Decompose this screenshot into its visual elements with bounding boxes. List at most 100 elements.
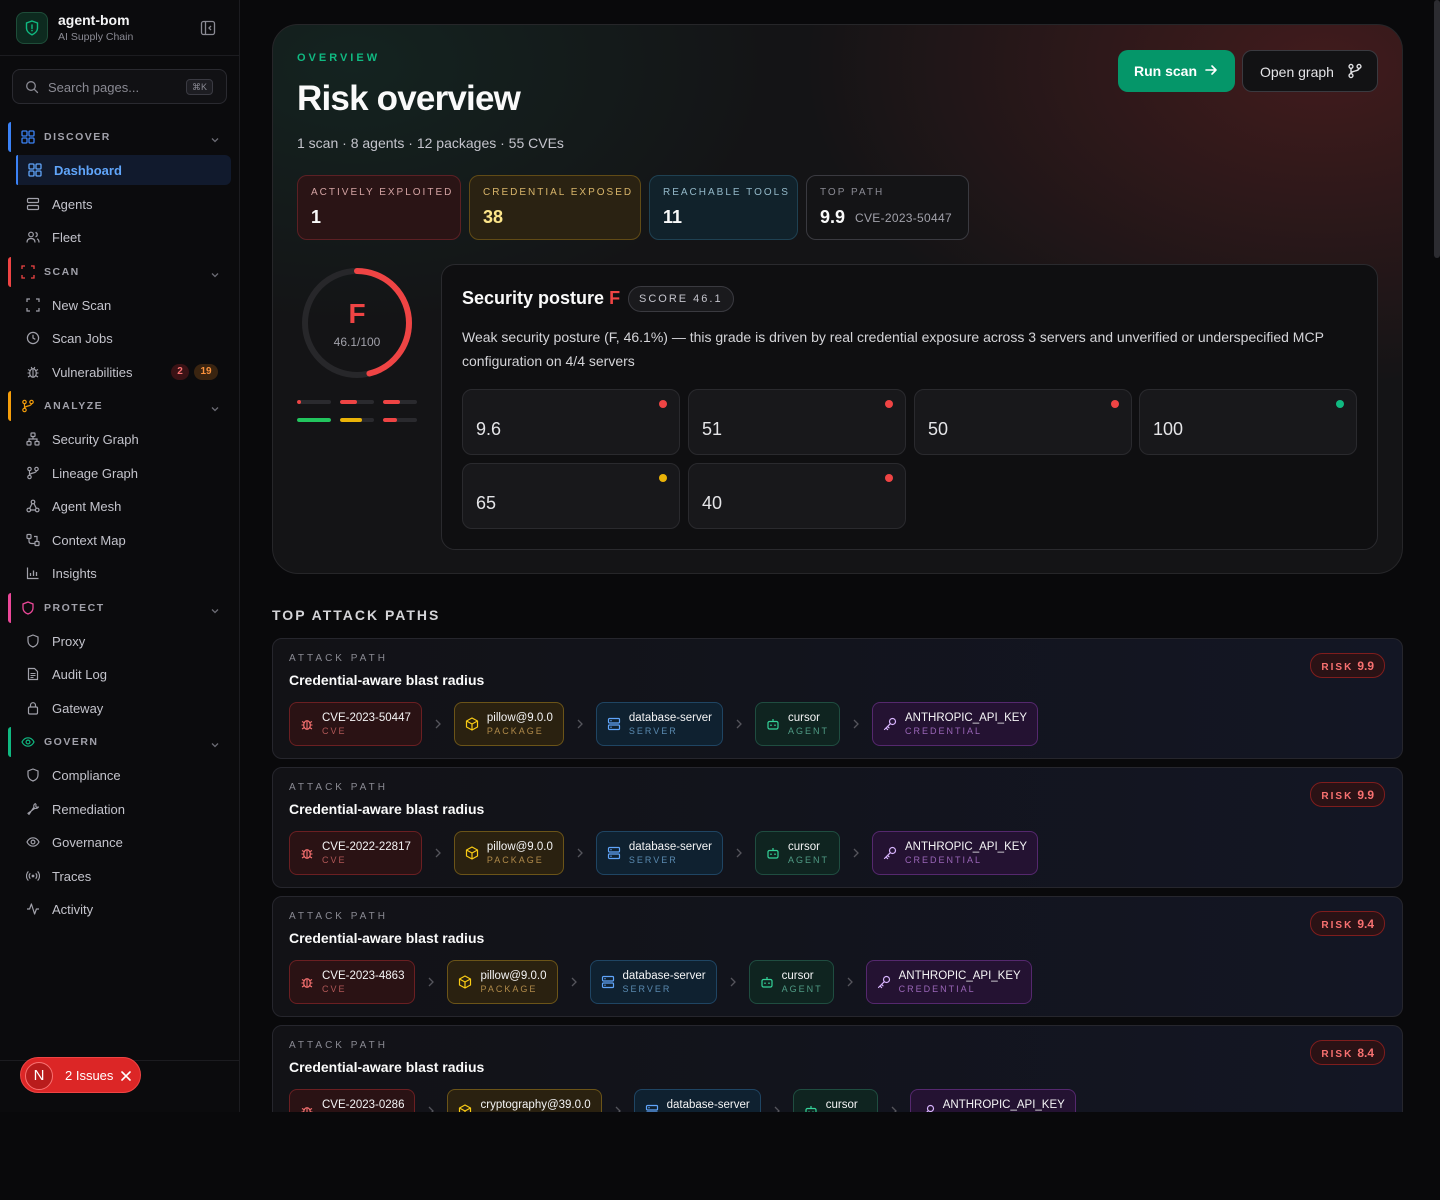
search-shortcut: ⌘K [185, 79, 213, 95]
shield-icon [21, 601, 35, 620]
chain-node-package[interactable]: pillow@9.0.0 PACKAGE [447, 960, 558, 1004]
sidebar-item-gateway[interactable]: Gateway [16, 693, 231, 723]
attack-path-card[interactable]: ATTACK PATH Credential-aware blast radiu… [272, 767, 1403, 888]
issues-indicator-button[interactable]: N 2 Issues [20, 1057, 141, 1093]
brand[interactable]: agent-bom AI Supply Chain [16, 11, 224, 45]
mini-bar-5 [340, 418, 374, 422]
chevron-down-icon [210, 603, 220, 621]
section-label: PROTECT [44, 602, 105, 614]
grid-icon [28, 163, 42, 182]
git-branch-icon [26, 466, 40, 485]
chain-node-kind: AGENT [788, 726, 830, 736]
sidebar-item-fleet[interactable]: Fleet [16, 222, 231, 252]
sidebar-item-agents[interactable]: Agents [16, 189, 231, 219]
chain-node-label: pillow@9.0.0 [486, 712, 553, 724]
sidebar-item-activity[interactable]: Activity [16, 894, 231, 924]
chain-node-cve[interactable]: CVE-2023-0286CVE [289, 1089, 416, 1112]
chain-node-cve[interactable]: CVE-2022-22817 CVE [289, 831, 422, 875]
attack-path-kicker: ATTACK PATH [289, 782, 388, 793]
mini-bar-fill [383, 418, 397, 422]
section-scan[interactable]: SCAN [8, 257, 232, 287]
posture-metric-tile[interactable]: 40 [688, 463, 906, 529]
sidebar-item-traces[interactable]: Traces [16, 861, 231, 891]
section-protect[interactable]: PROTECT [8, 593, 232, 623]
mini-bar-fill [297, 418, 331, 422]
brand-name: agent-bom [58, 12, 130, 28]
sidebar-item-security-graph[interactable]: Security Graph [16, 424, 231, 454]
attack-chain: CVE-2022-22817 CVE pillow@9.0.0 PACKAGE da… [289, 831, 1039, 875]
chain-node-kind: CVE [322, 726, 347, 736]
sidebar-item-proxy[interactable]: Proxy [16, 626, 231, 656]
section-analyze[interactable]: ANALYZE [8, 391, 232, 421]
mini-bar-fill [340, 400, 357, 404]
chain-node-package[interactable]: pillow@9.0.0 PACKAGE [453, 702, 564, 746]
sidebar-item-compliance[interactable]: Compliance [16, 760, 231, 790]
sidebar-item-remediation[interactable]: Remediation [16, 794, 231, 824]
posture-title-text: Security posture [462, 288, 605, 308]
attack-path-title: Credential-aware blast radius [289, 672, 485, 688]
sidebar-item-context-map[interactable]: Context Map [16, 525, 231, 555]
posture-metric-tile[interactable]: 65 [462, 463, 680, 529]
chain-node-kind: CREDENTIAL [905, 726, 983, 736]
sidebar-item-governance[interactable]: Governance [16, 827, 231, 857]
kpi-reachable-tools[interactable]: REACHABLE TOOLS 11 [649, 175, 798, 240]
risk-value: 9.4 [1357, 917, 1374, 931]
open-graph-button[interactable]: Open graph [1242, 50, 1378, 92]
attack-path-kicker: ATTACK PATH [289, 1040, 388, 1051]
run-scan-button[interactable]: Run scan [1118, 50, 1235, 92]
file-text-icon [26, 667, 40, 686]
bar-chart-icon [26, 566, 40, 585]
chain-node-label: ANTHROPIC_API_KEY [942, 1099, 1065, 1111]
attack-path-card[interactable]: ATTACK PATH Credential-aware blast radiu… [272, 638, 1403, 759]
sidebar-item-vulnerabilities[interactable]: Vulnerabilities 2 19 [16, 357, 231, 387]
chevron-right-icon [415, 977, 447, 987]
sidebar-item-dashboard[interactable]: Dashboard [16, 155, 231, 185]
posture-metric-tile[interactable]: 51 [688, 389, 906, 455]
kpi-top-path[interactable]: TOP PATH 9.9 CVE-2023-50447 [806, 175, 969, 240]
attack-path-title: Credential-aware blast radius [289, 930, 485, 946]
kpi-actively-exploited[interactable]: ACTIVELY EXPLOITED 1 [297, 175, 461, 240]
risk-badge: RISK 9.4 [1310, 911, 1385, 936]
sidebar-item-insights[interactable]: Insights [16, 558, 231, 588]
sidebar-item-lineage-graph[interactable]: Lineage Graph [16, 458, 231, 488]
sidebar-item-audit-log[interactable]: Audit Log [16, 659, 231, 689]
posture-metric-tile[interactable]: 9.6 [462, 389, 680, 455]
sidebar-item-scan-jobs[interactable]: Scan Jobs [16, 323, 231, 353]
attack-path-card[interactable]: ATTACK PATH Credential-aware blast radiu… [272, 1025, 1403, 1112]
sidebar-collapse-icon[interactable] [200, 20, 216, 36]
kpi-credential-exposed[interactable]: CREDENTIAL EXPOSED 38 [469, 175, 641, 240]
chevron-down-icon [210, 737, 220, 755]
posture-metric-tile[interactable]: 100 [1139, 389, 1357, 455]
chain-node-cve[interactable]: CVE-2023-4863 CVE [289, 960, 416, 1004]
chain-node-cve[interactable]: CVE-2023-50447 CVE [289, 702, 422, 746]
chain-node-package[interactable]: pillow@9.0.0 PACKAGE [453, 831, 564, 875]
posture-metric-tile[interactable]: 50 [914, 389, 1132, 455]
attack-chain: CVE-2023-0286CVE cryptography@39.0.0PACK… [289, 1089, 1076, 1112]
sidebar-item-agent-mesh[interactable]: Agent Mesh [16, 491, 231, 521]
search-input[interactable]: Search pages... ⌘K [12, 69, 227, 104]
chain-node-label: database-server [666, 1099, 750, 1111]
attack-path-kicker: ATTACK PATH [289, 653, 388, 664]
close-icon[interactable] [120, 1069, 132, 1087]
page-title: Risk overview [297, 79, 521, 118]
section-discover[interactable]: DISCOVER [8, 122, 232, 152]
attack-path-card[interactable]: ATTACK PATH Credential-aware blast radiu… [272, 896, 1403, 1017]
sidebar-item-new-scan[interactable]: New Scan [16, 290, 231, 320]
posture-grade: F [609, 288, 621, 308]
posture-grade-gauge: F 46.1/100 [300, 266, 414, 380]
section-govern[interactable]: GOVERN [8, 727, 232, 757]
page-scrollbar[interactable] [1434, 0, 1440, 258]
